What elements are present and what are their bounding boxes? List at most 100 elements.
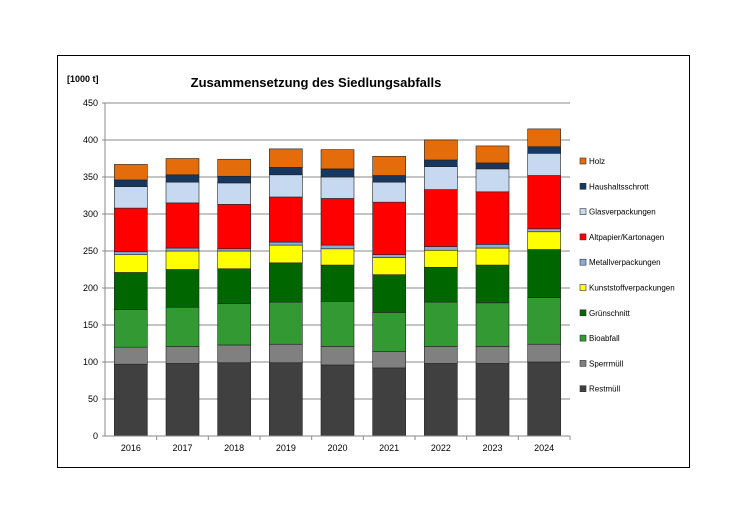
bar-segment-kunststoffverpackungen bbox=[475, 247, 510, 266]
bar-segment-metallverpackungen bbox=[217, 248, 251, 252]
bar-segment-holz bbox=[424, 139, 458, 161]
bar-segment-metallverpackungen bbox=[165, 247, 200, 252]
bar-segment-altpapier-kartonagen bbox=[424, 189, 458, 247]
bar-segment-sperrmüll bbox=[320, 346, 355, 366]
bar-segment-haushaltsschrott bbox=[527, 146, 561, 154]
legend-swatch bbox=[579, 258, 587, 266]
bar-segment-grünschnitt bbox=[217, 268, 251, 304]
bar-segment-altpapier-kartonagen bbox=[475, 191, 510, 245]
legend-label: Restmüll bbox=[589, 385, 620, 394]
bar-segment-glasverpackungen bbox=[372, 181, 406, 203]
bar-segment-sperrmüll bbox=[424, 346, 458, 364]
legend-swatch bbox=[579, 309, 587, 317]
bar-segment-sperrmüll bbox=[269, 343, 303, 364]
legend-label: Grünschnitt bbox=[589, 309, 631, 318]
bar-segment-haushaltsschrott bbox=[217, 175, 251, 184]
y-tick-label: 250 bbox=[83, 246, 98, 256]
legend-label: Altpapier/Kartonagen bbox=[589, 233, 664, 242]
bar-segment-bioabfall bbox=[424, 301, 458, 347]
bar-segment-kunststoffverpackungen bbox=[165, 250, 200, 270]
bar-segment-bioabfall bbox=[269, 301, 303, 345]
bar-segment-kunststoffverpackungen bbox=[269, 244, 303, 264]
legend-label: Sperrmüll bbox=[589, 359, 623, 368]
bar-segment-metallverpackungen bbox=[114, 251, 148, 256]
bar-segment-kunststoffverpackungen bbox=[217, 250, 251, 270]
bar-segment-bioabfall bbox=[372, 312, 406, 352]
x-tick-label: 2019 bbox=[276, 443, 296, 453]
bar-segment-kunststoffverpackungen bbox=[424, 249, 458, 268]
bar-segment-haushaltsschrott bbox=[475, 162, 510, 170]
bar-segment-altpapier-kartonagen bbox=[320, 198, 355, 246]
legend-label: Bioabfall bbox=[589, 334, 620, 343]
bar-segment-holz bbox=[475, 145, 510, 164]
chart-frame bbox=[57, 55, 690, 468]
bar-segment-haushaltsschrott bbox=[320, 168, 355, 178]
bar-segment-grünschnitt bbox=[475, 264, 510, 304]
bar-segment-altpapier-kartonagen bbox=[372, 201, 406, 256]
bar-segment-glasverpackungen bbox=[527, 153, 561, 176]
bar-segment-altpapier-kartonagen bbox=[165, 202, 200, 249]
y-axis-label: [1000 t] bbox=[67, 74, 99, 84]
x-tick-label: 2020 bbox=[327, 443, 347, 453]
bar-segment-haushaltsschrott bbox=[372, 175, 406, 183]
legend-swatch bbox=[579, 360, 587, 367]
bar-segment-kunststoffverpackungen bbox=[372, 257, 406, 275]
bar-segment-holz bbox=[372, 155, 406, 176]
bar-segment-haushaltsschrott bbox=[424, 159, 458, 167]
legend-swatch bbox=[579, 284, 587, 291]
bar-segment-restmüll bbox=[269, 362, 303, 437]
bar-segment-bioabfall bbox=[320, 301, 355, 347]
y-tick-label: 450 bbox=[83, 98, 98, 108]
legend-label: Haushaltsschrott bbox=[589, 182, 649, 191]
bar-segment-grünschnitt bbox=[320, 264, 355, 302]
bar-segment-holz bbox=[269, 148, 303, 168]
bar-segment-grünschnitt bbox=[372, 274, 406, 313]
bar-segment-metallverpackungen bbox=[475, 244, 510, 249]
bar-segment-grünschnitt bbox=[269, 262, 303, 303]
legend-label: Metallverpackungen bbox=[589, 258, 661, 267]
bar-segment-sperrmüll bbox=[475, 346, 510, 364]
bar-segment-kunststoffverpackungen bbox=[320, 248, 355, 266]
bar-segment-haushaltsschrott bbox=[165, 174, 200, 183]
bar-segment-restmüll bbox=[475, 363, 510, 437]
bar-segment-glasverpackungen bbox=[217, 182, 251, 205]
y-tick-label: 200 bbox=[83, 283, 98, 293]
legend-swatch bbox=[579, 233, 587, 241]
bar-segment-sperrmüll bbox=[217, 344, 251, 364]
bar-segment-holz bbox=[114, 164, 148, 181]
bar-segment-grünschnitt bbox=[114, 272, 148, 310]
y-tick-label: 400 bbox=[83, 135, 98, 145]
bar-segment-metallverpackungen bbox=[424, 246, 458, 251]
bar-segment-haushaltsschrott bbox=[114, 179, 148, 187]
legend-swatch bbox=[579, 157, 587, 165]
bar-segment-altpapier-kartonagen bbox=[269, 196, 303, 243]
bar-segment-kunststoffverpackungen bbox=[114, 254, 148, 273]
bar-segment-holz bbox=[165, 158, 200, 176]
x-tick-label: 2023 bbox=[482, 443, 502, 453]
bar-segment-holz bbox=[320, 149, 355, 170]
bar-segment-sperrmüll bbox=[372, 351, 406, 369]
y-tick-label: 0 bbox=[93, 431, 98, 441]
x-tick-label: 2024 bbox=[534, 443, 554, 453]
bar-segment-haushaltsschrott bbox=[269, 167, 303, 176]
legend-swatch bbox=[579, 334, 587, 342]
bar-segment-restmüll bbox=[217, 362, 251, 437]
y-tick-label: 150 bbox=[83, 320, 98, 330]
bar-segment-altpapier-kartonagen bbox=[217, 204, 251, 250]
legend-label: Holz bbox=[589, 157, 605, 166]
x-tick-label: 2018 bbox=[224, 443, 244, 453]
bar-segment-sperrmüll bbox=[527, 343, 561, 363]
bar-segment-grünschnitt bbox=[527, 249, 561, 298]
bar-segment-glasverpackungen bbox=[114, 186, 148, 209]
y-tick-label: 50 bbox=[88, 394, 98, 404]
x-tick-label: 2021 bbox=[379, 443, 399, 453]
bar-segment-glasverpackungen bbox=[269, 174, 303, 198]
bar-segment-glasverpackungen bbox=[320, 176, 355, 199]
x-tick-label: 2017 bbox=[172, 443, 192, 453]
legend-swatch bbox=[579, 385, 587, 393]
bar-segment-bioabfall bbox=[114, 309, 148, 348]
bar-segment-sperrmüll bbox=[114, 346, 148, 365]
bar-segment-altpapier-kartonagen bbox=[527, 175, 561, 230]
bar-segment-glasverpackungen bbox=[424, 166, 458, 190]
